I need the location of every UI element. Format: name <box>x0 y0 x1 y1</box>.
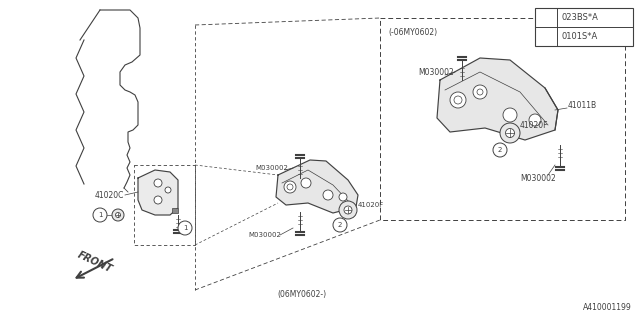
Text: 2: 2 <box>498 147 502 153</box>
Circle shape <box>500 123 520 143</box>
Text: 1: 1 <box>98 212 102 218</box>
Circle shape <box>301 178 311 188</box>
Circle shape <box>506 129 515 138</box>
Circle shape <box>344 206 352 214</box>
Text: M030002: M030002 <box>255 165 288 171</box>
Circle shape <box>154 196 162 204</box>
Text: (06MY0602-): (06MY0602-) <box>277 291 326 300</box>
Bar <box>172 208 178 213</box>
Text: 0101S*A: 0101S*A <box>561 32 597 41</box>
Circle shape <box>493 143 507 157</box>
Circle shape <box>529 114 541 126</box>
Polygon shape <box>276 160 358 213</box>
Circle shape <box>333 218 347 232</box>
Text: M030002: M030002 <box>418 68 454 76</box>
Polygon shape <box>138 170 178 215</box>
Circle shape <box>477 89 483 95</box>
Circle shape <box>538 28 554 44</box>
Text: 41011B: 41011B <box>568 100 597 109</box>
Circle shape <box>473 85 487 99</box>
Text: 41020F: 41020F <box>520 121 548 130</box>
Text: 41020C: 41020C <box>95 190 124 199</box>
Bar <box>535 8 633 46</box>
Text: 2: 2 <box>338 222 342 228</box>
Circle shape <box>287 184 293 190</box>
Circle shape <box>165 187 171 193</box>
Circle shape <box>115 212 120 218</box>
Circle shape <box>454 96 462 104</box>
Text: 1: 1 <box>543 32 548 41</box>
Text: 41020F: 41020F <box>358 202 384 208</box>
Circle shape <box>339 193 347 201</box>
Text: FRONT: FRONT <box>76 250 114 274</box>
Circle shape <box>284 181 296 193</box>
Text: 2: 2 <box>543 13 548 22</box>
Circle shape <box>538 10 554 26</box>
Circle shape <box>93 208 107 222</box>
Circle shape <box>339 201 357 219</box>
Text: A410001199: A410001199 <box>583 303 632 312</box>
Circle shape <box>503 108 517 122</box>
Circle shape <box>450 92 466 108</box>
Circle shape <box>178 221 192 235</box>
Circle shape <box>154 179 162 187</box>
Text: M030002: M030002 <box>248 232 281 238</box>
Text: M030002: M030002 <box>520 173 556 182</box>
Circle shape <box>112 209 124 221</box>
Text: 023BS*A: 023BS*A <box>561 13 598 22</box>
Text: 1: 1 <box>183 225 188 231</box>
Circle shape <box>323 190 333 200</box>
Polygon shape <box>437 58 558 140</box>
Text: (-06MY0602): (-06MY0602) <box>388 28 437 36</box>
